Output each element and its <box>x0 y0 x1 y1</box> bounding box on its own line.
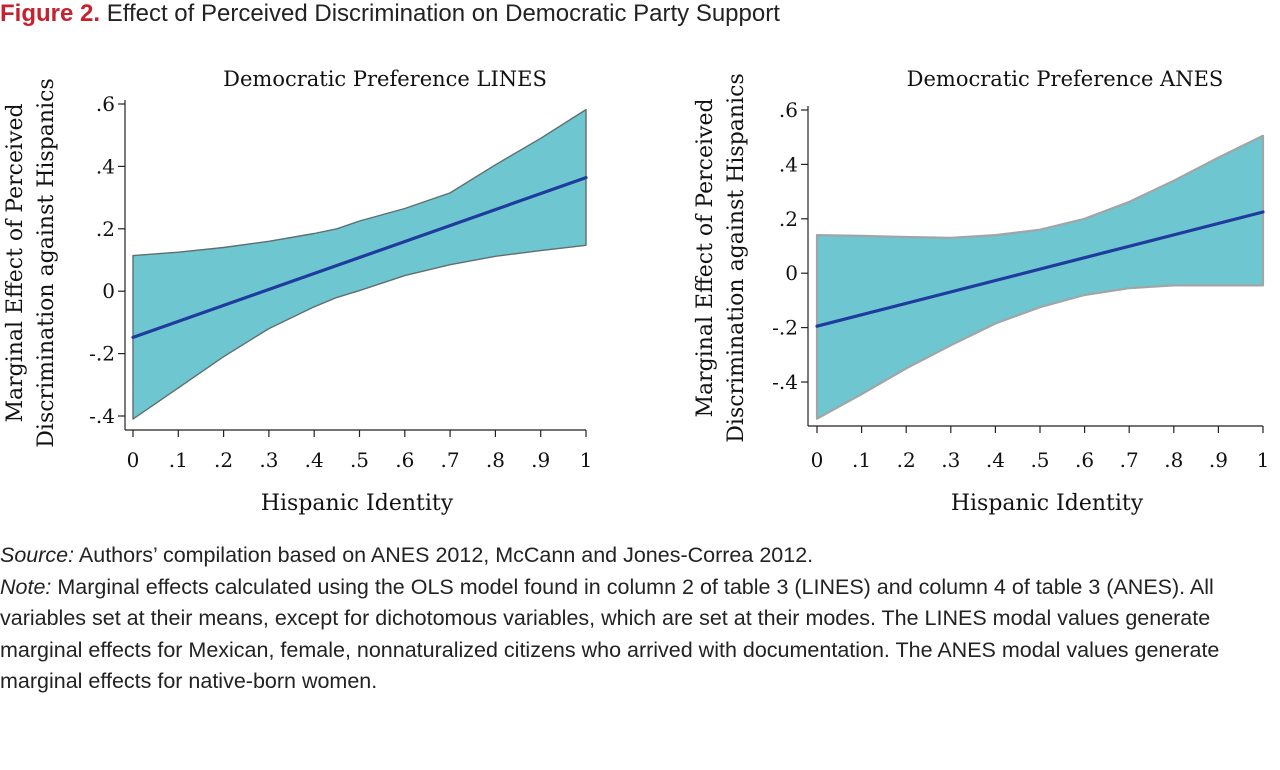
x-tick-label: .8 <box>1164 448 1183 472</box>
y-tick-label: -.2 <box>89 342 115 366</box>
x-tick-label: .6 <box>395 448 414 472</box>
y-tick-label: -.4 <box>89 404 115 428</box>
chart-title: Democratic Preference LINES <box>223 67 547 91</box>
source-label: Source: <box>0 543 75 567</box>
x-tick-label: .7 <box>441 448 460 472</box>
y-tick-label: -.2 <box>772 316 798 340</box>
x-tick-label: 1 <box>580 448 593 472</box>
y-axis-label: Marginal Effect of Perceived <box>3 103 28 422</box>
x-tick-label: 1 <box>1257 448 1270 472</box>
y-tick-label: .2 <box>96 217 115 241</box>
chart-lines: -.4 -.2 0 .2 .4 .6 0 .1 .2 .3 .4 .5 .6 .7 .8 .9 1 Democra… <box>3 67 592 516</box>
marginal-effect-line <box>131 176 588 339</box>
note-paragraph: Note: Marginal effects calculated using … <box>0 572 1275 697</box>
x-tick-label: .6 <box>1075 448 1094 472</box>
marginal-effect-line <box>815 210 1265 328</box>
figure-label: Figure 2. <box>0 0 101 27</box>
y-tick-label: 0 <box>102 279 115 303</box>
note-text: Marginal effects calculated using the OL… <box>0 575 1220 693</box>
figure-title: Figure 2. Effect of Perceived Discrimina… <box>0 0 780 28</box>
y-tick-label: .4 <box>96 154 115 178</box>
chart-title: Democratic Preference ANES <box>907 67 1224 91</box>
chart-anes: -.4 -.2 0 .2 .4 .6 0 .1 .2 .3 .4 .5 .6 .7 .8 .9 1 Democra… <box>693 67 1269 516</box>
x-tick-label: 0 <box>127 448 140 472</box>
x-tick-label: .2 <box>897 448 916 472</box>
y-tick-label: .4 <box>779 152 798 176</box>
x-tick-label: .9 <box>531 448 550 472</box>
source-line: Source: Authors’ compilation based on AN… <box>0 540 1275 571</box>
figure-title-text: Effect of Perceived Discrimination on De… <box>106 0 780 27</box>
x-tick-label: .2 <box>214 448 233 472</box>
x-tick-label: .8 <box>486 448 505 472</box>
x-tick-label: .1 <box>169 448 188 472</box>
x-tick-label: 0 <box>811 448 824 472</box>
x-tick-label: .3 <box>259 448 278 472</box>
y-tick-label: .6 <box>779 98 798 122</box>
x-tick-label: .9 <box>1209 448 1228 472</box>
confidence-band <box>815 134 1265 420</box>
note-label: Note: <box>0 575 52 600</box>
y-tick-label: 0 <box>785 261 798 285</box>
x-axis-label: Hispanic Identity <box>261 491 454 516</box>
x-tick-label: .1 <box>852 448 871 472</box>
y-tick-label: .6 <box>96 92 115 116</box>
y-axis-label: Discrimination against Hispanics <box>34 78 59 447</box>
y-axis-label: Discrimination against Hispanics <box>724 73 749 442</box>
x-tick-label: .3 <box>941 448 960 472</box>
figure-caption: Source: Authors’ compilation based on AN… <box>0 540 1275 697</box>
confidence-band <box>132 108 587 420</box>
y-tick-label: -.4 <box>772 370 798 394</box>
x-tick-label: .7 <box>1120 448 1139 472</box>
x-axis-label: Hispanic Identity <box>951 491 1144 516</box>
x-tick-label: .5 <box>1030 448 1049 472</box>
x-tick-label: .4 <box>986 448 1005 472</box>
x-tick-label: .5 <box>350 448 369 472</box>
figure-charts: -.4 -.2 0 .2 .4 .6 0 .1 .2 .3 .4 .5 .6 .7 .8 .9 1 Democra… <box>3 67 1269 516</box>
y-axis-label: Marginal Effect of Perceived <box>693 98 718 417</box>
x-tick-label: .4 <box>305 448 324 472</box>
y-tick-label: .2 <box>779 207 798 231</box>
source-text: Authors’ compilation based on ANES 2012,… <box>74 543 814 567</box>
